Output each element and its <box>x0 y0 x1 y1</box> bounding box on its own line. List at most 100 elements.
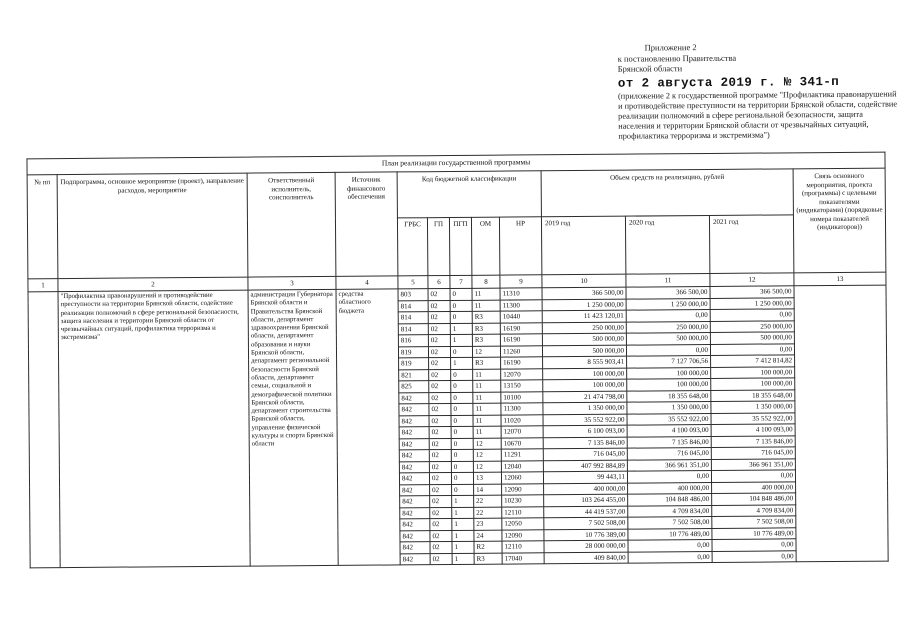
nr-cell: 12110 <box>501 540 545 553</box>
amount-2020-cell: 35 552 922,00 <box>626 412 712 426</box>
amount-2020-cell: 366 500,00 <box>625 286 711 299</box>
gp-cell: 02 <box>429 472 452 485</box>
col-header-year-2021: 2021 год <box>709 214 794 274</box>
row-number-cell <box>28 291 61 568</box>
pgp-cell: 0 <box>450 345 473 358</box>
grbs-cell: 842 <box>399 541 431 554</box>
amount-2019-cell: 500 000,00 <box>542 333 627 346</box>
grbs-cell: 842 <box>399 507 430 519</box>
nr-cell: 10230 <box>501 494 544 507</box>
amount-2019-cell: 400 000,00 <box>543 482 628 495</box>
amount-2019-cell: 366 500,00 <box>541 287 627 300</box>
grbs-cell: 842 <box>399 518 430 531</box>
pgp-cell: 0 <box>450 414 474 427</box>
amount-2021-cell: 104 848 486,00 <box>711 492 796 505</box>
amount-2021-cell: 18 355 648,00 <box>710 389 795 402</box>
amount-2021-cell: 400 000,00 <box>711 481 796 494</box>
grbs-cell: 814 <box>398 311 429 324</box>
gp-cell: 02 <box>429 507 452 519</box>
amount-2019-cell: 7 135 846,00 <box>543 436 628 449</box>
om-cell: 12 <box>473 460 502 473</box>
om-cell: R2 <box>473 541 503 553</box>
amount-2021-cell: 100 000,00 <box>710 366 795 379</box>
decree-date-line: от 2 августа 2019 г. № 341-п <box>617 74 840 91</box>
nr-cell: 17040 <box>502 552 545 565</box>
grbs-cell: 814 <box>398 300 429 312</box>
gp-cell: 02 <box>429 495 452 508</box>
amount-2020-cell: 500 000,00 <box>626 332 711 345</box>
pgp-cell: 1 <box>451 518 474 531</box>
nr-cell: 11291 <box>501 448 544 461</box>
nr-cell: 16190 <box>500 333 543 346</box>
gp-cell: 02 <box>428 311 451 324</box>
gp-cell: 02 <box>429 541 453 554</box>
amount-2019-cell: 7 502 508,00 <box>543 517 628 530</box>
col-header-year-2020: 2020 год <box>625 215 710 275</box>
gp-cell: 02 <box>428 323 451 335</box>
grbs-cell: 842 <box>398 403 429 416</box>
col-number-1: 1 <box>27 278 59 292</box>
amount-2021-cell: 500 000,00 <box>710 331 795 344</box>
nr-cell: 10670 <box>501 437 544 450</box>
amount-2020-cell: 0,00 <box>627 470 712 483</box>
amount-2021-cell: 250 000,00 <box>710 320 795 333</box>
col-header-amount: Объем средств на реализацию, рублей <box>541 168 794 217</box>
col-number-10: 10 <box>541 274 626 288</box>
amount-2019-cell: 99 443,11 <box>543 471 628 484</box>
nr-cell: 12110 <box>501 506 544 519</box>
om-cell: 11 <box>472 380 501 392</box>
amount-2020-cell: 7 135 846,00 <box>627 435 712 449</box>
pgp-cell: 0 <box>450 288 473 301</box>
col-header-relation: Связь основного мероприятия, проекта (пр… <box>793 168 886 273</box>
gp-cell: 02 <box>428 357 451 370</box>
grbs-cell: 842 <box>399 449 430 462</box>
col-header-source: Источник финансового обеспечения <box>335 171 398 277</box>
amount-2019-cell: 1 350 000,00 <box>542 402 627 415</box>
pgp-cell: 1 <box>451 541 475 554</box>
pgp-cell: 0 <box>451 426 474 439</box>
pgp-cell: 1 <box>450 322 473 335</box>
pgp-cell: 0 <box>451 449 474 462</box>
amount-2020-cell: 100 000,00 <box>626 378 711 391</box>
nr-cell: 13150 <box>500 379 543 392</box>
pgp-cell: 0 <box>450 403 473 416</box>
gp-cell: 02 <box>428 415 452 427</box>
amount-2020-cell: 18 355 648,00 <box>626 389 711 403</box>
grbs-cell: 819 <box>398 357 429 370</box>
grbs-cell: 842 <box>399 461 430 473</box>
gp-cell: 02 <box>430 553 453 565</box>
grbs-cell: 842 <box>398 392 429 404</box>
nr-cell: 12050 <box>501 517 544 530</box>
om-cell: 11 <box>473 426 502 438</box>
om-cell: 11 <box>472 391 501 404</box>
grbs-cell: 842 <box>399 426 430 439</box>
amount-2019-cell: 250 000,00 <box>542 321 627 334</box>
pgp-cell: 1 <box>450 357 473 370</box>
om-cell: 24 <box>473 529 502 542</box>
gp-cell: 02 <box>429 484 452 496</box>
gp-cell: 02 <box>429 461 452 473</box>
header-row-main: № пп Подпрограмма, основное мероприятие … <box>27 168 886 279</box>
amount-2021-cell: 0,00 <box>711 538 797 551</box>
om-cell: R3 <box>472 357 501 369</box>
gp-cell: 02 <box>429 438 452 450</box>
amount-2020-cell: 0,00 <box>626 309 711 322</box>
amount-2019-cell: 100 000,00 <box>542 367 627 380</box>
grbs-cell: 842 <box>399 438 430 450</box>
amount-2019-cell: 28 000 000,00 <box>543 540 629 553</box>
om-cell: 14 <box>473 483 502 496</box>
om-cell: 22 <box>473 495 502 507</box>
amount-2020-cell: 250 000,00 <box>626 320 711 334</box>
pgp-cell: 1 <box>451 495 474 508</box>
amount-2021-cell: 1 350 000,00 <box>710 400 795 413</box>
amount-2021-cell: 1 250 000,00 <box>710 297 795 310</box>
amount-2021-cell: 100 000,00 <box>710 377 795 390</box>
amount-2021-cell: 7 135 846,00 <box>711 435 796 448</box>
col-header-gp: ГП <box>427 217 450 276</box>
amount-2020-cell: 366 961 351,00 <box>627 458 712 472</box>
pgp-cell: 1 <box>451 529 474 542</box>
col-header-subprogram: Подпрограмма, основное мероприятие (прое… <box>57 173 248 279</box>
amount-2020-cell: 0,00 <box>628 550 713 564</box>
col-number-7: 7 <box>449 275 473 289</box>
om-cell: 11 <box>472 368 501 381</box>
